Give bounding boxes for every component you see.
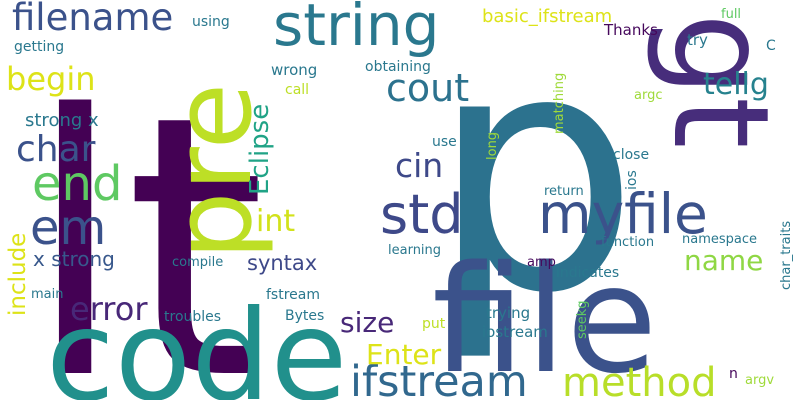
word-fstream: fstream <box>266 287 320 303</box>
word-function: function <box>601 235 654 250</box>
word-name: name <box>684 244 763 277</box>
word-put: put <box>422 316 446 332</box>
word-begin: begin <box>6 60 95 98</box>
word-namespace: namespace <box>682 232 757 247</box>
word-ifstream: ifstream <box>350 357 528 400</box>
word-try: try <box>687 31 708 49</box>
word-code: code <box>46 284 347 400</box>
word-em: em <box>30 200 106 256</box>
word-char-traits: char_traits <box>779 221 794 290</box>
word-enter: Enter <box>366 338 442 371</box>
word-include: include <box>5 233 31 316</box>
word-char: char <box>16 129 96 170</box>
word-obtaining: obtaining <box>365 59 431 75</box>
word-p: p <box>430 0 639 365</box>
word-size: size <box>340 306 394 339</box>
word-argv: argv <box>745 373 774 388</box>
word-getting: getting <box>14 39 64 55</box>
word-cout: cout <box>386 66 469 110</box>
word-matching: matching <box>552 73 567 134</box>
word-long: long <box>485 132 500 160</box>
word-pre: pre <box>151 83 276 260</box>
word-error: error <box>70 290 148 328</box>
word-return: return <box>544 184 584 199</box>
word-close: close <box>613 147 649 163</box>
word-thanks: Thanks <box>603 21 658 39</box>
word-seekg: seekg <box>575 300 590 339</box>
word-syntax: syntax <box>247 251 317 275</box>
word-strong-x: strong x <box>25 110 99 131</box>
word-basic-ifstream: basic_ifstream <box>482 6 612 27</box>
word-file: file <box>432 234 657 400</box>
word-string: string <box>273 0 440 59</box>
word-myfile: myfile <box>538 182 708 246</box>
word-lt: lt <box>25 39 266 400</box>
word-use: use <box>432 134 457 150</box>
word-iostream: iostream <box>482 323 548 341</box>
word-compile: compile <box>172 255 223 270</box>
word-cin: cin <box>395 146 443 185</box>
word-eclipse: Eclipse <box>245 104 275 195</box>
word-argc: argc <box>634 88 662 103</box>
word-ios: ios <box>624 170 640 190</box>
word-full: full <box>721 7 741 22</box>
word-int: int <box>256 204 295 239</box>
word-x-strong: x strong <box>33 247 115 271</box>
word-n: n <box>729 366 738 382</box>
word-filename: filename <box>12 0 173 39</box>
word-trying: trying <box>486 304 530 322</box>
word-troubles: troubles <box>164 309 221 325</box>
word-call: call <box>285 82 309 98</box>
word-c: C <box>766 38 776 54</box>
word-tellg: tellg <box>703 67 769 102</box>
word-std: std <box>380 183 464 246</box>
word-amp: amp <box>527 255 556 270</box>
word-wrong: wrong <box>271 61 317 79</box>
word-learning: learning <box>388 243 441 258</box>
word-bytes: Bytes <box>285 308 324 324</box>
word-using: using <box>192 14 230 30</box>
word-main: main <box>31 287 63 302</box>
word-gt: gt <box>643 13 797 149</box>
word-method: method <box>562 360 716 400</box>
word-end: end <box>32 156 122 212</box>
word-indicates: indicates <box>556 265 619 281</box>
